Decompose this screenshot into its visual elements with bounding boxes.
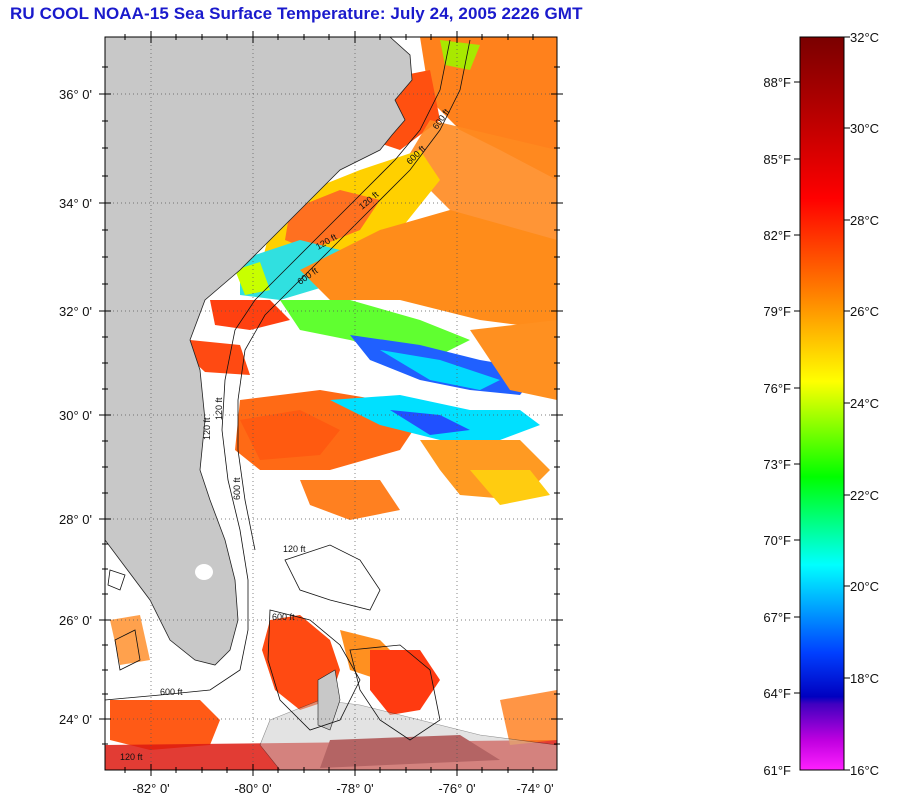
contour-label: 600 ft xyxy=(272,612,295,622)
contour-label: 120 ft xyxy=(283,544,306,554)
map-area: 120 ft 600 ft 120 ft 600 ft 600 ft 120 f… xyxy=(59,31,563,796)
tick-marks xyxy=(99,31,563,776)
celsius-label: 20°C xyxy=(850,579,879,594)
fahrenheit-label: 61°F xyxy=(763,763,791,778)
lat-label: 24° 0' xyxy=(59,712,92,727)
lon-label: -80° 0' xyxy=(234,781,271,796)
fahrenheit-label: 67°F xyxy=(763,610,791,625)
lat-label: 28° 0' xyxy=(59,512,92,527)
land-bahamas xyxy=(317,669,341,731)
lat-label: 36° 0' xyxy=(59,87,92,102)
lon-label: -76° 0' xyxy=(438,781,475,796)
graticule xyxy=(105,37,557,770)
fahrenheit-labels: 88°F 85°F 82°F 79°F 76°F 73°F 70°F 67°F … xyxy=(763,75,791,778)
celsius-label: 18°C xyxy=(850,671,879,686)
celsius-labels: 32°C 30°C 28°C 26°C 24°C 22°C 20°C 18°C … xyxy=(850,30,879,778)
lon-label: -82° 0' xyxy=(132,781,169,796)
depth-contours xyxy=(105,39,471,741)
celsius-label: 32°C xyxy=(850,30,879,45)
colorbar-gradient xyxy=(799,36,845,771)
fahrenheit-label: 76°F xyxy=(763,381,791,396)
fahrenheit-label: 88°F xyxy=(763,75,791,90)
fahrenheit-label: 82°F xyxy=(763,228,791,243)
fahrenheit-label: 85°F xyxy=(763,152,791,167)
map-frame xyxy=(104,36,558,771)
contour-label: 120 ft xyxy=(202,417,212,440)
celsius-label: 22°C xyxy=(850,488,879,503)
celsius-label: 28°C xyxy=(850,213,879,228)
sst-patches xyxy=(105,37,557,770)
lon-label: -78° 0' xyxy=(336,781,373,796)
latitude-labels: 36° 0' 34° 0' 32° 0' 30° 0' 28° 0' 26° 0… xyxy=(59,87,92,727)
colorbar-ticks xyxy=(794,36,850,771)
celsius-label: 24°C xyxy=(850,396,879,411)
lat-label: 26° 0' xyxy=(59,613,92,628)
colorbar: 88°F 85°F 82°F 79°F 76°F 73°F 70°F 67°F … xyxy=(763,30,879,778)
fahrenheit-label: 70°F xyxy=(763,533,791,548)
fahrenheit-label: 73°F xyxy=(763,457,791,472)
land-southeast-us xyxy=(105,37,413,666)
lon-label: -74° 0' xyxy=(516,781,553,796)
celsius-label: 26°C xyxy=(850,304,879,319)
lake-okeechobee xyxy=(195,564,213,580)
lat-label: 34° 0' xyxy=(59,196,92,211)
fahrenheit-label: 79°F xyxy=(763,304,791,319)
lat-label: 30° 0' xyxy=(59,408,92,423)
contour-label: 120 ft xyxy=(214,397,224,420)
contour-label: 600 ft xyxy=(232,477,242,500)
celsius-label: 30°C xyxy=(850,121,879,136)
longitude-labels: -82° 0' -80° 0' -78° 0' -76° 0' -74° 0' xyxy=(132,781,553,796)
contour-label: 600 ft xyxy=(160,687,183,697)
fahrenheit-label: 64°F xyxy=(763,686,791,701)
celsius-label: 16°C xyxy=(850,763,879,778)
contour-label: 120 ft xyxy=(120,752,143,762)
map-title: RU COOL NOAA-15 Sea Surface Temperature:… xyxy=(10,4,583,23)
lat-label: 32° 0' xyxy=(59,304,92,319)
